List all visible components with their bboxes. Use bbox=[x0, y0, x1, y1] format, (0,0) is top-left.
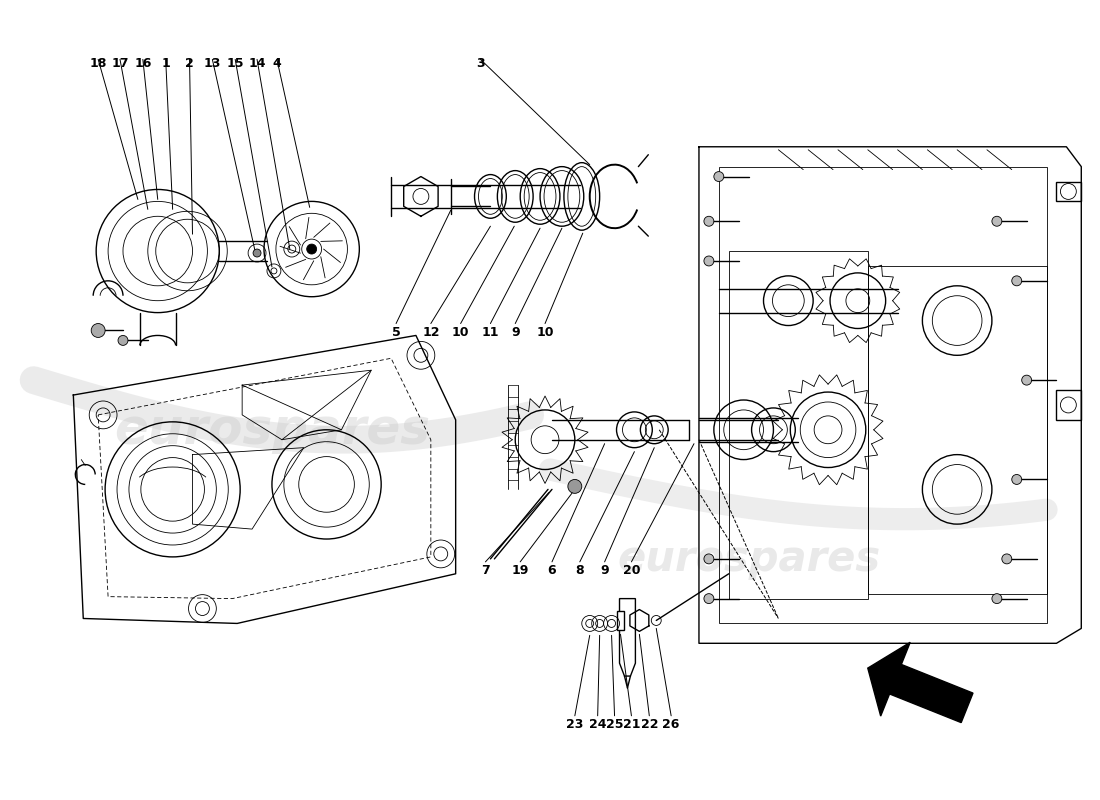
Circle shape bbox=[91, 323, 106, 338]
Bar bbox=[728, 251, 868, 598]
Text: eurospares: eurospares bbox=[114, 406, 430, 454]
Text: 21: 21 bbox=[623, 718, 640, 730]
Text: 1: 1 bbox=[162, 58, 170, 70]
Text: 22: 22 bbox=[640, 718, 658, 730]
Circle shape bbox=[1012, 276, 1022, 286]
Text: 17: 17 bbox=[111, 58, 129, 70]
Text: 12: 12 bbox=[422, 326, 440, 338]
Text: 4: 4 bbox=[273, 58, 282, 70]
Text: 9: 9 bbox=[510, 326, 519, 338]
Circle shape bbox=[704, 554, 714, 564]
Text: 6: 6 bbox=[548, 564, 557, 577]
Circle shape bbox=[568, 479, 582, 494]
Text: 19: 19 bbox=[512, 564, 529, 577]
Text: eurospares: eurospares bbox=[617, 538, 880, 580]
Circle shape bbox=[992, 216, 1002, 226]
Circle shape bbox=[1002, 554, 1012, 564]
Circle shape bbox=[714, 171, 724, 182]
Text: 15: 15 bbox=[227, 58, 244, 70]
Circle shape bbox=[992, 594, 1002, 603]
Text: 10: 10 bbox=[452, 326, 470, 338]
Text: 14: 14 bbox=[249, 58, 266, 70]
Bar bbox=[718, 166, 1046, 623]
Text: 23: 23 bbox=[566, 718, 583, 730]
Text: 10: 10 bbox=[537, 326, 553, 338]
Text: 26: 26 bbox=[662, 718, 680, 730]
Circle shape bbox=[1012, 474, 1022, 485]
Circle shape bbox=[118, 335, 128, 346]
Polygon shape bbox=[1056, 182, 1081, 202]
Text: 3: 3 bbox=[476, 58, 485, 70]
Text: 25: 25 bbox=[606, 718, 624, 730]
Text: 16: 16 bbox=[134, 58, 152, 70]
Text: 8: 8 bbox=[575, 564, 584, 577]
Text: 20: 20 bbox=[623, 564, 640, 577]
Circle shape bbox=[1022, 375, 1032, 385]
Polygon shape bbox=[616, 610, 625, 630]
Text: 9: 9 bbox=[601, 564, 609, 577]
Circle shape bbox=[704, 216, 714, 226]
Text: 5: 5 bbox=[392, 326, 400, 338]
Circle shape bbox=[307, 244, 317, 254]
Circle shape bbox=[704, 594, 714, 603]
Polygon shape bbox=[619, 598, 636, 676]
Text: 2: 2 bbox=[185, 58, 194, 70]
Text: 13: 13 bbox=[204, 58, 221, 70]
Text: 18: 18 bbox=[89, 58, 107, 70]
Bar bbox=[868, 266, 1046, 594]
Circle shape bbox=[253, 249, 261, 257]
Polygon shape bbox=[868, 642, 974, 722]
Text: 11: 11 bbox=[482, 326, 499, 338]
Polygon shape bbox=[1056, 390, 1081, 420]
Circle shape bbox=[704, 256, 714, 266]
Text: 7: 7 bbox=[481, 564, 490, 577]
Text: 24: 24 bbox=[588, 718, 606, 730]
